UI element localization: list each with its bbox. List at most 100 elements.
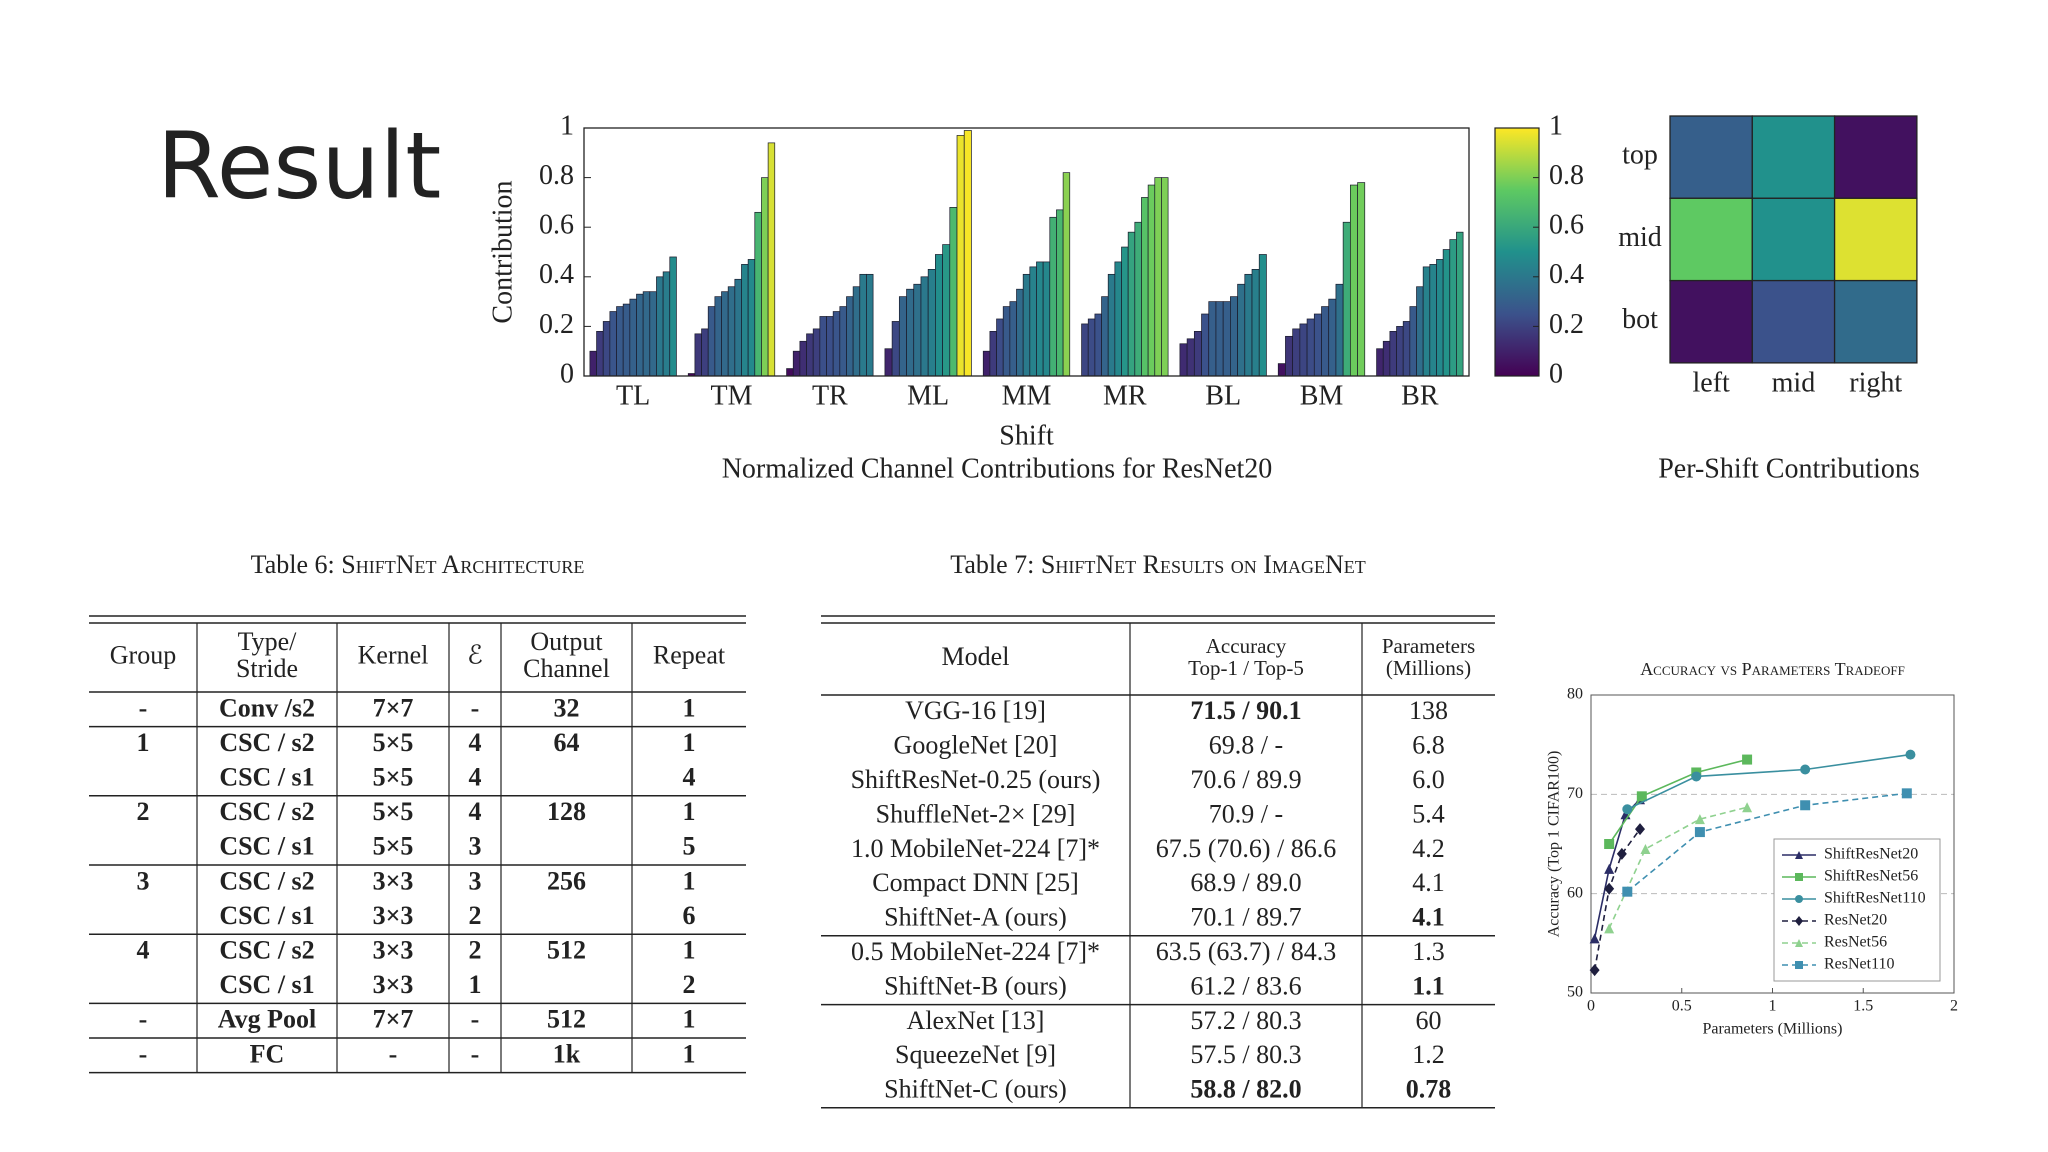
header-cell: Parameters — [1382, 634, 1475, 658]
bar — [1313, 313, 1322, 377]
bar — [906, 288, 915, 377]
table-cell: 5×5 — [373, 728, 414, 757]
table-cell: 70.1 / 89.7 — [1190, 903, 1301, 932]
bar — [1036, 261, 1044, 377]
table-cell: FC — [250, 1039, 285, 1068]
table-cell: 2 — [469, 901, 482, 930]
bar — [1409, 306, 1417, 377]
table-cell: 70.6 / 89.9 — [1190, 765, 1301, 794]
bar — [1134, 221, 1142, 377]
bar — [707, 306, 716, 377]
bar — [1222, 301, 1231, 377]
x-tick-label: left — [1692, 367, 1730, 398]
table-cell: 2 — [683, 970, 696, 999]
bar — [826, 316, 834, 377]
bar — [1436, 259, 1444, 377]
bar — [662, 271, 671, 377]
marker — [1905, 749, 1916, 760]
bar — [1049, 216, 1057, 377]
bar — [1022, 273, 1031, 377]
bar — [1429, 264, 1437, 377]
header-cell: Channel — [523, 654, 610, 683]
marker — [1616, 847, 1627, 860]
table-cell: 3×3 — [373, 935, 414, 964]
bar — [636, 293, 644, 377]
bar — [927, 269, 936, 377]
bar — [1114, 261, 1122, 377]
table-cell: - — [471, 1039, 480, 1068]
table-cell: 63.5 (63.7) / 84.3 — [1156, 937, 1337, 966]
table-cell: 5 — [683, 832, 696, 861]
bar — [1002, 306, 1011, 377]
bar — [806, 333, 814, 377]
bar — [1062, 172, 1071, 377]
table-cell: 128 — [547, 797, 586, 826]
bar — [1251, 269, 1260, 377]
x-tick-label: BL — [1205, 380, 1241, 411]
table-cell: 1 — [683, 693, 696, 722]
table-cell: 256 — [547, 866, 586, 895]
table-cell: 0.5 MobileNet-224 [7]* — [851, 937, 1100, 966]
marker — [1694, 827, 1705, 838]
y-tick-label: 0.2 — [539, 309, 574, 340]
bar — [1306, 318, 1315, 377]
plot-frame — [1590, 694, 1955, 994]
table-cell: 3 — [469, 832, 482, 861]
table-cell: 1k — [553, 1039, 581, 1068]
bar — [1382, 340, 1391, 377]
table-cell: - — [139, 1005, 148, 1034]
table-cell: 138 — [1409, 696, 1448, 725]
bar — [1376, 348, 1384, 377]
heatmap-cell — [1669, 279, 1753, 364]
table-cell: 1 — [683, 797, 696, 826]
table-cell: 1 — [683, 866, 696, 895]
bar — [1081, 323, 1089, 377]
colorbar-tick-label: 0.4 — [1549, 259, 1584, 290]
table-cell: 3×3 — [373, 901, 414, 930]
table-cell: 4.1 — [1412, 903, 1445, 932]
table-cell: 5×5 — [373, 797, 414, 826]
bar — [694, 333, 702, 377]
table-cell: CSC / s1 — [219, 832, 314, 861]
table-cell: 7×7 — [373, 693, 414, 722]
bar — [767, 142, 776, 377]
series-line — [1608, 758, 1748, 845]
table-cell: ShiftNet-A (ours) — [884, 903, 1067, 932]
table-cell: - — [139, 1039, 148, 1068]
table-cell: 67.5 (70.6) / 86.6 — [1156, 834, 1337, 863]
table-cell: 58.8 / 82.0 — [1190, 1075, 1301, 1104]
table-cell: 1 — [683, 935, 696, 964]
x-tick-label: TL — [616, 380, 650, 411]
marker — [1604, 923, 1615, 934]
table-cell: ShuffleNet-2× [29] — [876, 799, 1076, 828]
marker — [1604, 882, 1615, 895]
table-cell: CSC / s1 — [219, 762, 314, 791]
y-tick-label: 80 — [1567, 686, 1583, 703]
header-cell: Top-1 / Top-5 — [1188, 656, 1304, 680]
y-tick-label: 0.8 — [539, 160, 574, 191]
bar — [949, 207, 958, 377]
header-cell: Kernel — [358, 640, 429, 669]
table-cell: 64 — [554, 728, 580, 757]
x-tick-label: BR — [1401, 380, 1439, 411]
bar — [741, 264, 749, 377]
x-tick-label: MM — [1002, 380, 1052, 411]
table-cell: 2 — [469, 935, 482, 964]
bar — [701, 328, 709, 377]
header-cell: Stride — [236, 654, 298, 683]
bar — [913, 283, 922, 377]
bar — [1449, 239, 1457, 377]
bar — [1009, 301, 1017, 377]
marker — [1795, 873, 1803, 881]
heatmap-cell — [1669, 197, 1753, 282]
heatmap-cell — [1669, 115, 1753, 199]
bar — [1357, 182, 1366, 377]
x-tick-label: BM — [1300, 380, 1344, 411]
table-cell: Avg Pool — [218, 1005, 316, 1034]
x-axis-label: Shift — [999, 420, 1054, 451]
bar — [1186, 338, 1195, 377]
heatmap-cell — [1833, 279, 1918, 364]
bar — [1127, 231, 1136, 377]
x-tick-label: 1.5 — [1853, 998, 1873, 1015]
table-cell: CSC / s2 — [219, 866, 314, 895]
